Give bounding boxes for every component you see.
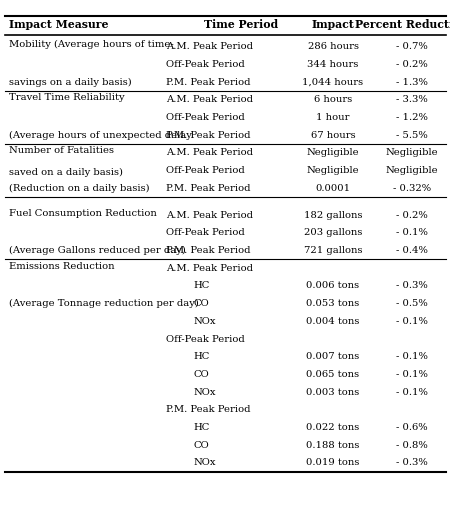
Text: saved on a daily basis): saved on a daily basis) — [9, 168, 123, 177]
Text: - 0.3%: - 0.3% — [396, 281, 428, 291]
Text: CO: CO — [194, 440, 209, 450]
Text: 203 gallons: 203 gallons — [304, 228, 362, 238]
Text: Time Period: Time Period — [204, 19, 279, 30]
Text: Mobility (Average hours of time-: Mobility (Average hours of time- — [9, 40, 174, 49]
Text: A.M. Peak Period: A.M. Peak Period — [166, 42, 253, 51]
Text: - 0.4%: - 0.4% — [396, 246, 428, 255]
Text: - 1.3%: - 1.3% — [396, 77, 428, 87]
Text: Percent Reduction: Percent Reduction — [355, 19, 450, 30]
Text: - 0.1%: - 0.1% — [396, 228, 428, 238]
Text: HC: HC — [194, 352, 210, 361]
Text: P.M. Peak Period: P.M. Peak Period — [166, 184, 251, 193]
Text: 1,044 hours: 1,044 hours — [302, 77, 364, 87]
Text: 6 hours: 6 hours — [314, 95, 352, 105]
Text: - 0.1%: - 0.1% — [396, 352, 428, 361]
Text: 0.065 tons: 0.065 tons — [306, 370, 360, 379]
Text: 286 hours: 286 hours — [307, 42, 359, 51]
Text: 0.022 tons: 0.022 tons — [306, 423, 360, 432]
Text: Negligible: Negligible — [386, 148, 438, 158]
Text: Negligible: Negligible — [307, 148, 359, 158]
Text: P.M. Peak Period: P.M. Peak Period — [166, 77, 251, 87]
Text: CO: CO — [194, 299, 209, 308]
Text: P.M. Peak Period: P.M. Peak Period — [166, 131, 251, 140]
Text: Emissions Reduction: Emissions Reduction — [9, 262, 115, 270]
Text: A.M. Peak Period: A.M. Peak Period — [166, 95, 253, 105]
Text: A.M. Peak Period: A.M. Peak Period — [166, 211, 253, 220]
Text: - 0.2%: - 0.2% — [396, 211, 428, 220]
Text: - 0.1%: - 0.1% — [396, 387, 428, 397]
Text: 0.0001: 0.0001 — [315, 184, 351, 193]
Text: A.M. Peak Period: A.M. Peak Period — [166, 148, 253, 158]
Text: A.M. Peak Period: A.M. Peak Period — [166, 264, 253, 273]
Text: 344 hours: 344 hours — [307, 60, 359, 69]
Text: - 0.8%: - 0.8% — [396, 440, 428, 450]
Text: (Average Gallons reduced per day): (Average Gallons reduced per day) — [9, 246, 186, 255]
Text: - 0.1%: - 0.1% — [396, 317, 428, 326]
Text: Negligible: Negligible — [307, 166, 359, 175]
Text: Fuel Consumption Reduction: Fuel Consumption Reduction — [9, 209, 157, 217]
Text: 67 hours: 67 hours — [310, 131, 356, 140]
Text: - 0.1%: - 0.1% — [396, 370, 428, 379]
Text: - 5.5%: - 5.5% — [396, 131, 428, 140]
Text: HC: HC — [194, 281, 210, 291]
Text: Impact: Impact — [311, 19, 355, 30]
Text: - 1.2%: - 1.2% — [396, 113, 428, 122]
Text: Impact Measure: Impact Measure — [9, 19, 108, 30]
Text: (Average Tonnage reduction per day): (Average Tonnage reduction per day) — [9, 299, 199, 308]
Text: 0.053 tons: 0.053 tons — [306, 299, 360, 308]
Text: NOx: NOx — [194, 317, 216, 326]
Text: 0.007 tons: 0.007 tons — [306, 352, 360, 361]
Text: Number of Fatalities: Number of Fatalities — [9, 146, 114, 155]
Text: P.M. Peak Period: P.M. Peak Period — [166, 405, 251, 414]
Text: Off-Peak Period: Off-Peak Period — [166, 228, 245, 238]
Text: CO: CO — [194, 370, 209, 379]
Text: 0.004 tons: 0.004 tons — [306, 317, 360, 326]
Text: HC: HC — [194, 423, 210, 432]
Text: savings on a daily basis): savings on a daily basis) — [9, 77, 132, 87]
Text: - 0.6%: - 0.6% — [396, 423, 428, 432]
Text: - 0.2%: - 0.2% — [396, 60, 428, 69]
Text: NOx: NOx — [194, 387, 216, 397]
Text: Off-Peak Period: Off-Peak Period — [166, 113, 245, 122]
Text: Negligible: Negligible — [386, 166, 438, 175]
Text: (Reduction on a daily basis): (Reduction on a daily basis) — [9, 184, 149, 193]
Text: Off-Peak Period: Off-Peak Period — [166, 60, 245, 69]
Text: Off-Peak Period: Off-Peak Period — [166, 334, 245, 344]
Text: - 0.5%: - 0.5% — [396, 299, 428, 308]
Text: Travel Time Reliability: Travel Time Reliability — [9, 93, 125, 102]
Text: 721 gallons: 721 gallons — [304, 246, 362, 255]
Text: 0.003 tons: 0.003 tons — [306, 387, 360, 397]
Text: - 0.32%: - 0.32% — [393, 184, 431, 193]
Text: NOx: NOx — [194, 458, 216, 467]
Text: 0.188 tons: 0.188 tons — [306, 440, 360, 450]
Text: 0.019 tons: 0.019 tons — [306, 458, 360, 467]
Text: Off-Peak Period: Off-Peak Period — [166, 166, 245, 175]
Text: - 0.7%: - 0.7% — [396, 42, 428, 51]
Text: - 3.3%: - 3.3% — [396, 95, 428, 105]
Text: P.M. Peak Period: P.M. Peak Period — [166, 246, 251, 255]
Text: - 0.3%: - 0.3% — [396, 458, 428, 467]
Text: 182 gallons: 182 gallons — [304, 211, 362, 220]
Text: 1 hour: 1 hour — [316, 113, 350, 122]
Text: (Average hours of unexpected delay: (Average hours of unexpected delay — [9, 131, 192, 140]
Text: 0.006 tons: 0.006 tons — [306, 281, 360, 291]
